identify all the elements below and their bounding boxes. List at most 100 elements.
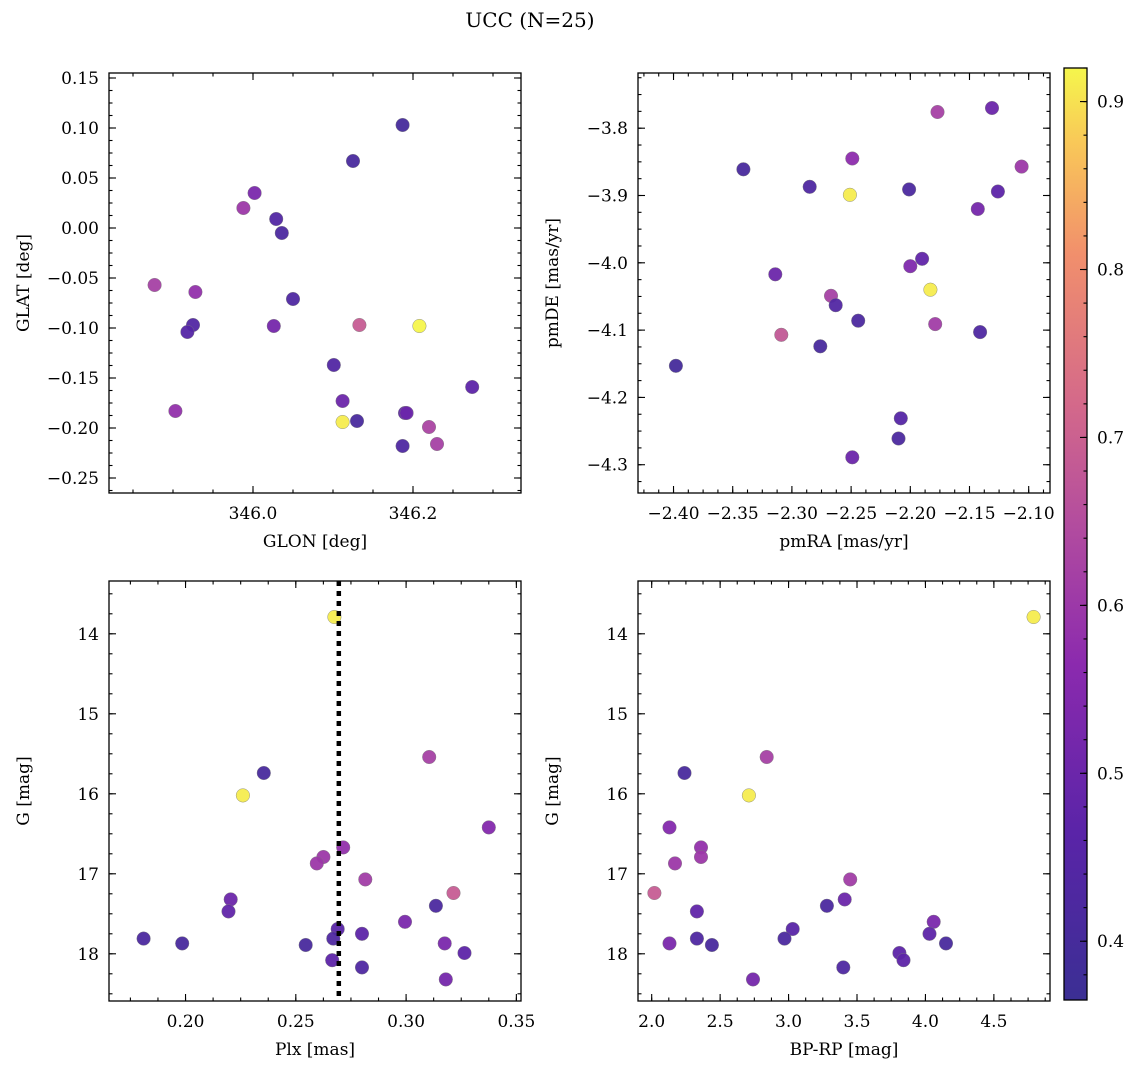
- x-tick-label: 3.5: [843, 1012, 870, 1032]
- scatter-point: [286, 292, 301, 307]
- scatter-point: [256, 766, 271, 781]
- y-tick-label: 14: [77, 625, 99, 645]
- scatter-point: [395, 439, 410, 454]
- axes-frame: [108, 580, 522, 1002]
- y-axis-label: pmDE [mas/yr]: [543, 218, 563, 348]
- y-tick-label: 0.10: [61, 119, 99, 139]
- scatter-point: [223, 892, 238, 907]
- y-tick-label: −3.8: [587, 119, 628, 139]
- scatter-point: [355, 960, 370, 975]
- scatter-point: [428, 898, 443, 913]
- scatter-point: [662, 820, 677, 835]
- panel-plx-g: 0.20 0.25 0.30 0.35 14 15 16 17 18 Plx [mas] G [ma…: [14, 580, 535, 1060]
- scatter-point: [990, 184, 1005, 199]
- x-tick-label: −2.40: [647, 504, 699, 524]
- scatter-point: [188, 285, 203, 300]
- scatter-point: [358, 872, 373, 887]
- scatter-point: [759, 750, 774, 765]
- scatter-point: [813, 339, 828, 354]
- scatter-point: [802, 179, 817, 194]
- scatter-point: [147, 278, 162, 293]
- scatter-point: [647, 886, 662, 901]
- x-tick-label: −2.15: [943, 504, 995, 524]
- scatter-point: [891, 431, 906, 446]
- y-tick-label: −0.05: [47, 269, 99, 289]
- scatter-point: [326, 358, 341, 373]
- x-axis-label: pmRA [mas/yr]: [779, 532, 908, 552]
- y-axis-label: GLAT [deg]: [14, 234, 34, 332]
- x-tick-label: 4.5: [980, 1012, 1007, 1032]
- y-tick-label: −0.15: [47, 369, 99, 389]
- panel-bprp-g: 2.0 2.5 3.0 3.5 4.0 4.5 14 15 16 17 18 BP-RP [mag] G…: [543, 580, 1051, 1060]
- colorbar-tick-label: 0.9: [1097, 93, 1124, 113]
- y-tick-label: 17: [606, 865, 628, 885]
- scatter-point: [412, 319, 427, 334]
- scatter-point: [845, 151, 860, 166]
- scatter-point: [746, 972, 761, 987]
- colorbar-tick-label: 0.5: [1097, 764, 1124, 784]
- scatter-point: [785, 922, 800, 937]
- x-tick-label: 0.20: [167, 1012, 205, 1032]
- scatter-point: [298, 938, 313, 953]
- scatter-point: [430, 437, 445, 452]
- y-tick-label: 0.05: [61, 169, 99, 189]
- scatter-point: [335, 394, 350, 409]
- scatter-point: [168, 404, 183, 419]
- scatter-point: [828, 298, 843, 313]
- scatter-point: [842, 187, 857, 202]
- scatter-point: [422, 420, 437, 435]
- scatter-point: [235, 788, 250, 803]
- scatter-point: [668, 856, 683, 871]
- colorbar-tick-label: 0.6: [1097, 596, 1124, 616]
- x-axis-label: BP-RP [mag]: [790, 1040, 899, 1060]
- scatter-point: [668, 358, 683, 373]
- y-tick-label: −4.2: [587, 388, 628, 408]
- scatter-point: [736, 162, 751, 177]
- x-tick-label: −2.10: [1003, 504, 1055, 524]
- scatter-point: [221, 904, 236, 919]
- scatter-point: [266, 319, 281, 334]
- scatter-point: [939, 936, 954, 951]
- scatter-point: [457, 946, 472, 961]
- scatter-point: [970, 201, 985, 216]
- y-tick-label: 16: [77, 785, 99, 805]
- scatter-point: [399, 406, 414, 421]
- x-tick-label: 3.0: [775, 1012, 802, 1032]
- y-tick-label: −0.10: [47, 319, 99, 339]
- scatter-point: [837, 892, 852, 907]
- scatter-point: [741, 788, 756, 803]
- scatter-point: [422, 750, 437, 765]
- scatter-point: [180, 325, 195, 340]
- scatter-point: [836, 960, 851, 975]
- scatter-point: [355, 926, 370, 941]
- scatter-points: [668, 100, 1029, 465]
- scatter-point: [930, 104, 945, 119]
- scatter-point: [269, 211, 284, 226]
- scatter-point: [893, 411, 908, 426]
- scatter-point: [309, 856, 324, 871]
- colorbar-tick-label: 0.7: [1097, 428, 1124, 448]
- scatter-point: [325, 953, 340, 968]
- y-axis-label: G [mag]: [14, 756, 34, 825]
- x-tick-label: −2.20: [884, 504, 936, 524]
- axes-frame: [108, 72, 522, 494]
- y-axis-label: G [mag]: [543, 756, 563, 825]
- y-tick-label: −4.1: [587, 321, 628, 341]
- scatter-point: [677, 766, 692, 781]
- scatter-point: [335, 415, 350, 430]
- scatter-points: [136, 610, 496, 987]
- scatter-point: [985, 100, 1000, 115]
- y-tick-label: 15: [77, 705, 99, 725]
- y-tick-label: 16: [606, 785, 628, 805]
- axes-frame: [637, 72, 1051, 494]
- scatter-point: [902, 182, 917, 197]
- scatter-point: [346, 153, 361, 168]
- scatter-point: [704, 938, 719, 953]
- scatter-point: [689, 931, 704, 946]
- x-tick-label: 2.5: [707, 1012, 734, 1032]
- scatter-point: [352, 318, 367, 333]
- scatter-point: [136, 931, 151, 946]
- scatter-point: [481, 820, 496, 835]
- scatter-points: [647, 610, 1041, 987]
